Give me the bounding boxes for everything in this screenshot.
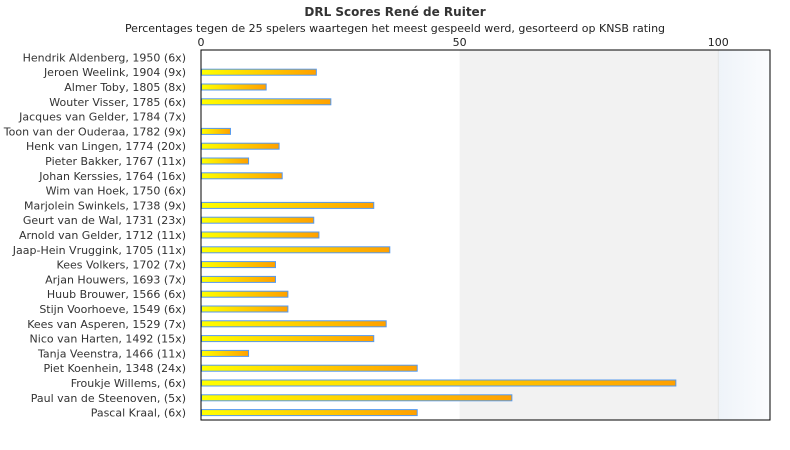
bar bbox=[201, 290, 289, 298]
category-label: Stijn Voorhoeve, 1549 (6x) bbox=[39, 303, 186, 316]
bar bbox=[201, 157, 250, 165]
category-label: Paul van de Steenoven, (5x) bbox=[31, 392, 186, 405]
x-tick-label: 100 bbox=[708, 36, 729, 49]
category-label: Jeroen Weelink, 1904 (9x) bbox=[43, 66, 186, 79]
category-label: Hendrik Aldenberg, 1950 (6x) bbox=[23, 51, 186, 64]
x-tick-label: 50 bbox=[453, 36, 467, 49]
bar bbox=[201, 261, 276, 269]
category-label: Toon van der Ouderaa, 1782 (9x) bbox=[3, 125, 186, 138]
bar bbox=[201, 349, 250, 357]
category-label: Froukje Willems, (6x) bbox=[71, 377, 186, 390]
category-label: Kees Volkers, 1702 (7x) bbox=[57, 259, 186, 272]
category-label: Jacques van Gelder, 1784 (7x) bbox=[18, 111, 186, 124]
category-label: Arnold van Gelder, 1712 (11x) bbox=[19, 229, 186, 242]
category-label: Wouter Visser, 1785 (6x) bbox=[49, 96, 186, 109]
bar bbox=[201, 320, 387, 328]
bar bbox=[201, 83, 267, 91]
chart-title: DRL Scores René de Ruiter bbox=[304, 5, 485, 19]
bar bbox=[201, 305, 289, 313]
category-label: Wim van Hoek, 1750 (6x) bbox=[46, 185, 186, 198]
plot-frame bbox=[200, 49, 771, 421]
category-label: Kees van Asperen, 1529 (7x) bbox=[27, 318, 186, 331]
bar bbox=[201, 127, 231, 135]
bar bbox=[201, 275, 276, 283]
bar bbox=[201, 68, 317, 76]
bar bbox=[201, 335, 375, 343]
bar bbox=[201, 379, 677, 387]
category-label: Tanja Veenstra, 1466 (11x) bbox=[37, 347, 186, 360]
chart-subtitle: Percentages tegen de 25 spelers waartege… bbox=[125, 22, 665, 35]
bar bbox=[201, 409, 418, 417]
bar bbox=[201, 231, 320, 239]
bar bbox=[201, 216, 315, 224]
category-label: Piet Koenhein, 1348 (24x) bbox=[43, 362, 186, 375]
category-label: Pascal Kraal, (6x) bbox=[91, 407, 186, 420]
bar bbox=[201, 201, 375, 209]
category-label: Henk van Lingen, 1774 (20x) bbox=[26, 140, 186, 153]
category-label: Jaap-Hein Vruggink, 1705 (11x) bbox=[12, 244, 186, 257]
category-label: Marjolein Swinkels, 1738 (9x) bbox=[24, 199, 186, 212]
category-label: Johan Kerssies, 1764 (16x) bbox=[38, 170, 186, 183]
category-label: Almer Toby, 1805 (8x) bbox=[64, 81, 186, 94]
category-label: Geurt van de Wal, 1731 (23x) bbox=[23, 214, 186, 227]
bar bbox=[201, 142, 280, 150]
bar bbox=[201, 172, 283, 180]
category-label: Nico van Harten, 1492 (15x) bbox=[30, 333, 186, 346]
bar bbox=[201, 394, 513, 402]
category-label: Arjan Houwers, 1693 (7x) bbox=[45, 273, 186, 286]
grid-band bbox=[718, 50, 770, 420]
bar bbox=[201, 246, 391, 254]
grid-band bbox=[459, 50, 719, 420]
category-label: Huub Brouwer, 1566 (6x) bbox=[47, 288, 186, 301]
bar bbox=[201, 98, 332, 106]
category-label: Pieter Bakker, 1767 (11x) bbox=[45, 155, 186, 168]
bar bbox=[201, 364, 418, 372]
x-tick-label: 0 bbox=[198, 36, 205, 49]
